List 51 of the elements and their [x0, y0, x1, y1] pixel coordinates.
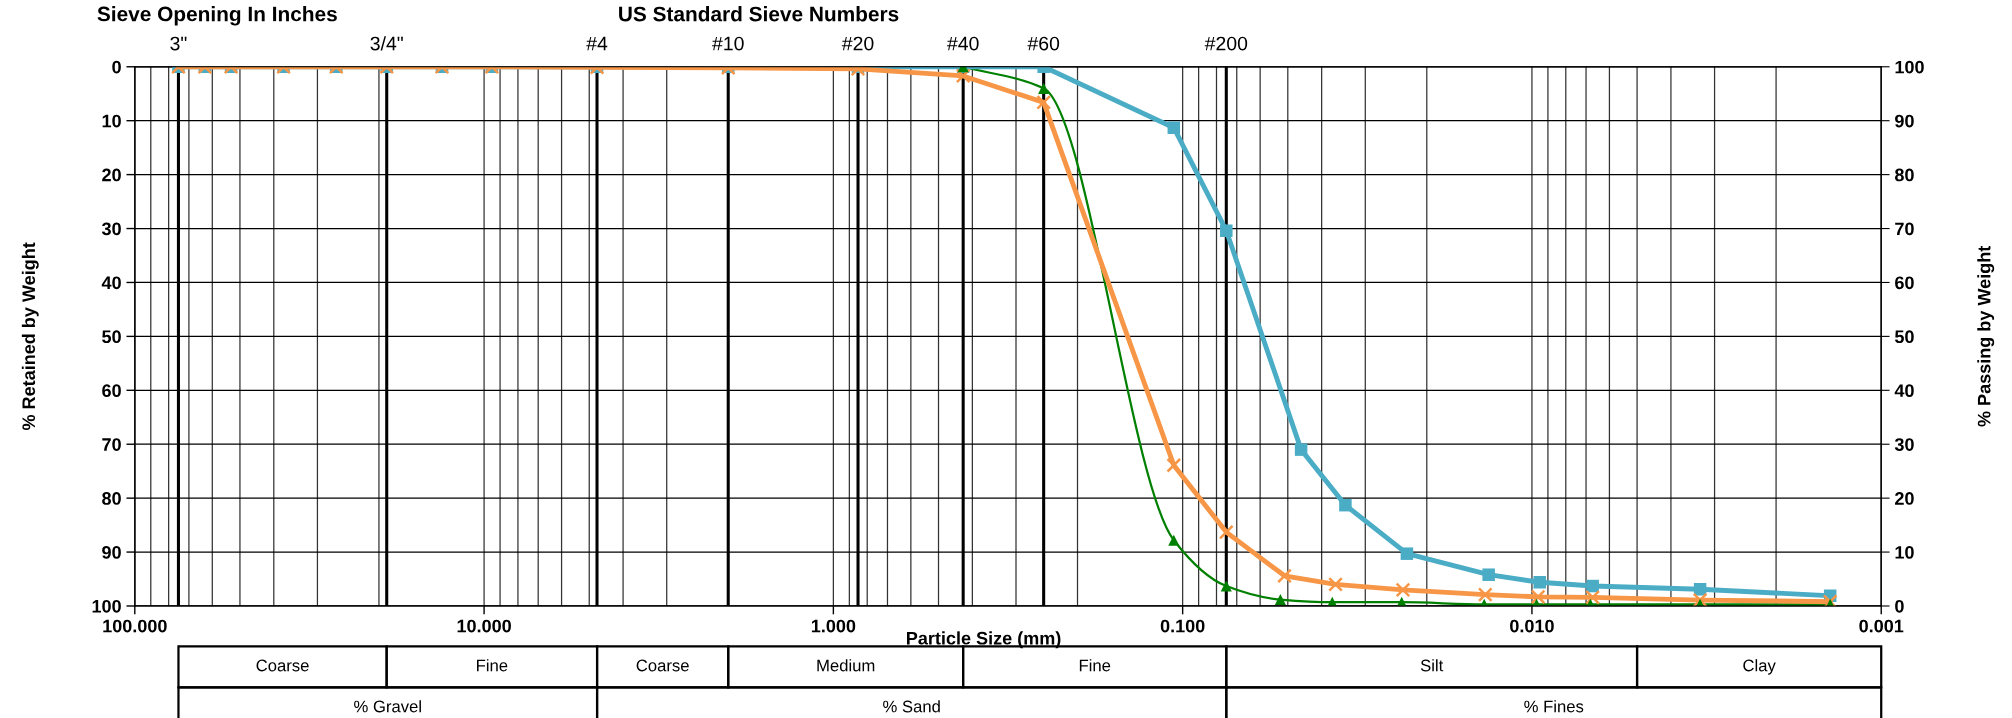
x-axis-title: Particle Size (mm) — [907, 631, 1061, 649]
y-tick-label: 40 — [101, 276, 121, 290]
y2-tick-label: 20 — [1895, 492, 1914, 505]
y-tick-label: 50 — [102, 330, 121, 344]
y2-tick-label: 100 — [1895, 60, 1924, 74]
y2-tick-label: 70 — [1895, 222, 1914, 236]
x-tick-label: 0.010 — [1510, 619, 1554, 633]
text: 3" — [170, 36, 187, 51]
y-axis-title: % Retained by Weight — [21, 242, 39, 431]
y2-tick-label: 10 — [1895, 546, 1914, 559]
y2-tick-label: 80 — [1894, 168, 1914, 182]
text: % Fines — [1524, 700, 1584, 713]
text: Coarse — [256, 659, 309, 672]
y-tick-label: 20 — [102, 168, 121, 182]
y-tick-label: 80 — [102, 492, 121, 505]
text: Sieve Opening In Inches — [97, 6, 337, 26]
text: 3/4" — [370, 36, 403, 51]
text: #40 — [947, 36, 979, 51]
text: Silt — [1420, 659, 1444, 672]
text: #200 — [1204, 36, 1248, 51]
text: #10 — [712, 36, 744, 51]
text: % Gravel — [354, 700, 421, 713]
y-tick-label: 0 — [112, 60, 121, 74]
x-tick-label: 10.000 — [457, 619, 511, 633]
y2-tick-label: 0 — [1895, 599, 1904, 613]
x-tick-label: 0.001 — [1859, 619, 1904, 633]
y2-tick-label: 60 — [1895, 276, 1914, 290]
text: Fine — [477, 659, 508, 672]
y2-tick-label: 90 — [1895, 114, 1914, 128]
x-tick-label: 100.000 — [103, 619, 167, 633]
text: #60 — [1027, 36, 1060, 51]
text: Clay — [1743, 659, 1776, 675]
y2-axis-title: % Passing by Weight — [1977, 245, 1995, 427]
y2-tick-label: 30 — [1894, 438, 1914, 451]
y-tick-label: 30 — [101, 222, 121, 236]
text: #20 — [841, 36, 874, 51]
text: Fine — [1079, 659, 1111, 672]
text: US Standard Sieve Numbers — [619, 6, 899, 22]
text: % Sand — [883, 700, 940, 713]
y-tick-label: 10 — [102, 114, 121, 128]
x-tick-label: 1.000 — [811, 619, 856, 633]
text: #4 — [586, 36, 608, 51]
text: Coarse — [636, 659, 689, 672]
y2-tick-label: 50 — [1894, 330, 1914, 344]
x-tick-label: 0.100 — [1160, 619, 1205, 633]
y-tick-label: 90 — [102, 546, 121, 559]
y2-tick-label: 40 — [1894, 384, 1914, 398]
y-tick-label: 60 — [102, 384, 121, 398]
y-tick-label: 70 — [102, 438, 121, 451]
y-tick-label: 100 — [92, 599, 121, 613]
text: Medium — [817, 659, 875, 672]
